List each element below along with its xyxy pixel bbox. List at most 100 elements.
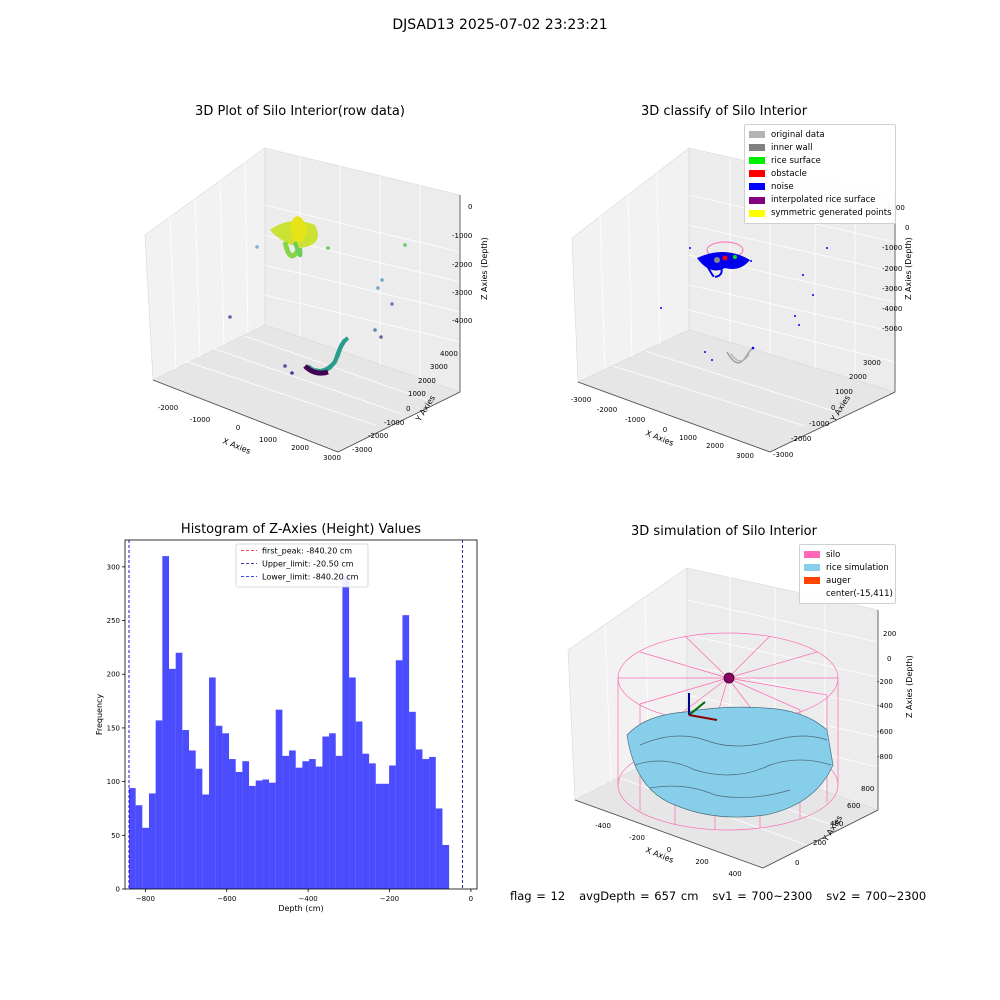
raw-ytick: 3000 (430, 363, 448, 371)
raw-axes-panes (145, 148, 460, 452)
histogram-bar (382, 784, 389, 889)
classify-xtick: 3000 (736, 452, 754, 460)
histogram-bar (342, 577, 349, 889)
histogram-chart: Histogram of Z-Axies (Height) Values−800… (60, 518, 540, 918)
raw-3d-plot: -2000 -1000 0 1000 2000 3000 -3000 -2000… (140, 130, 620, 530)
classify-ytick: -3000 (773, 451, 793, 459)
legend-swatch (749, 157, 765, 164)
legend-label: inner wall (771, 143, 812, 153)
simulation-xtick: 400 (728, 870, 741, 878)
legend-label: original data (771, 130, 825, 140)
classify-zlabel: Z Axies (Depth) (904, 237, 913, 300)
histogram-bar (222, 733, 229, 889)
raw-xtick: 0 (236, 424, 240, 432)
raw-plot-title: 3D Plot of Silo Interior(row data) (100, 104, 500, 119)
classify-ztick: -2000 (882, 265, 902, 273)
histogram-ytick-label: 200 (107, 671, 120, 679)
histogram-bar (276, 710, 283, 889)
histogram-bar (229, 759, 236, 889)
simulation-ztick: 200 (883, 630, 896, 638)
histogram-bar (256, 781, 263, 889)
legend-label: silo (826, 550, 840, 560)
histogram-bar (282, 756, 289, 889)
histogram-bar (262, 779, 269, 889)
histogram-bar (389, 766, 396, 889)
raw-xtick: -1000 (190, 416, 210, 424)
simulation-ytick: 0 (795, 859, 799, 867)
legend-entry: rice simulation (804, 561, 890, 574)
histogram-bar (416, 749, 423, 889)
legend-swatch (804, 590, 820, 597)
raw-xtick: 1000 (259, 436, 277, 444)
raw-xlabel: X Axies (221, 437, 252, 456)
histogram-legend-label: Upper_limit: -20.50 cm (262, 560, 354, 569)
raw-ytick: -3000 (352, 446, 372, 454)
histogram-bar (409, 712, 416, 889)
histogram-ytick-label: 50 (111, 832, 120, 840)
legend-entry: obstacle (749, 167, 890, 180)
raw-ytick: 2000 (418, 377, 436, 385)
legend-swatch (749, 197, 765, 204)
classify-legend: original data inner wall rice surface ob… (744, 124, 896, 224)
classify-ztick: 0 (905, 224, 909, 232)
histogram-bar (189, 750, 196, 889)
histogram-bar (369, 763, 376, 889)
classify-xtick: 0 (663, 426, 667, 434)
legend-entry: inner wall (749, 141, 890, 154)
raw-xtick: -2000 (158, 404, 178, 412)
histogram-bar (322, 737, 329, 889)
histogram-bar (209, 677, 216, 889)
histogram-xtick-label: −400 (299, 895, 318, 903)
histogram-bar (249, 786, 256, 889)
classify-xtick: -1000 (625, 416, 645, 424)
legend-swatch (804, 577, 820, 584)
raw-ytick: 0 (406, 405, 410, 413)
histogram-bar (356, 721, 363, 889)
classify-ytick: 2000 (849, 373, 867, 381)
histogram-legend-label: first_peak: -840.20 cm (262, 547, 352, 556)
raw-ytick: -1000 (384, 419, 404, 427)
simulation-ztick: -600 (877, 728, 893, 736)
histogram-bar (316, 767, 323, 889)
histogram-title: Histogram of Z-Axies (Height) Values (181, 522, 421, 537)
legend-label: rice surface (771, 156, 821, 166)
raw-xtick: 3000 (323, 454, 341, 462)
legend-entry: center(-15,411) (804, 587, 890, 600)
legend-swatch (804, 551, 820, 558)
histogram-xlabel: Depth (cm) (278, 904, 323, 913)
simulation-xtick: -200 (629, 834, 645, 842)
histogram-bar (149, 793, 156, 889)
histogram-bar (196, 769, 203, 889)
histogram-ylabel: Frequency (95, 694, 104, 736)
simulation-ztick: -800 (877, 753, 893, 761)
histogram-legend-label: Lower_limit: -840.20 cm (262, 573, 359, 582)
histogram-xtick-label: −600 (217, 895, 236, 903)
histogram-bar (349, 677, 356, 889)
histogram-bar (296, 768, 303, 889)
histogram-bar (336, 756, 343, 889)
histogram-bar (269, 783, 276, 889)
histogram-bar (422, 759, 429, 889)
histogram-bar (216, 726, 223, 889)
histogram-ytick-label: 150 (107, 724, 120, 732)
legend-entry: noise (749, 180, 890, 193)
histogram-bar (129, 788, 136, 889)
classify-ytick: -1000 (809, 420, 829, 428)
legend-entry: silo (804, 548, 890, 561)
histogram-ytick-label: 300 (107, 563, 120, 571)
raw-ztick: 0 (468, 203, 472, 211)
histogram-bar (402, 615, 409, 889)
legend-entry: original data (749, 128, 890, 141)
legend-label: noise (771, 182, 794, 192)
status-footer: flag = 12 avgDepth = 657 cm sv1 = 700~23… (510, 889, 910, 903)
raw-ztick: -4000 (452, 317, 472, 325)
histogram-bar (436, 808, 443, 889)
raw-xtick: 2000 (291, 444, 309, 452)
simulation-xtick: -400 (595, 822, 611, 830)
histogram-bar (329, 733, 336, 889)
simulation-ytick: 600 (847, 802, 860, 810)
simulation-ztick: -200 (877, 678, 893, 686)
classify-xtick: -2000 (597, 406, 617, 414)
legend-swatch (749, 170, 765, 177)
